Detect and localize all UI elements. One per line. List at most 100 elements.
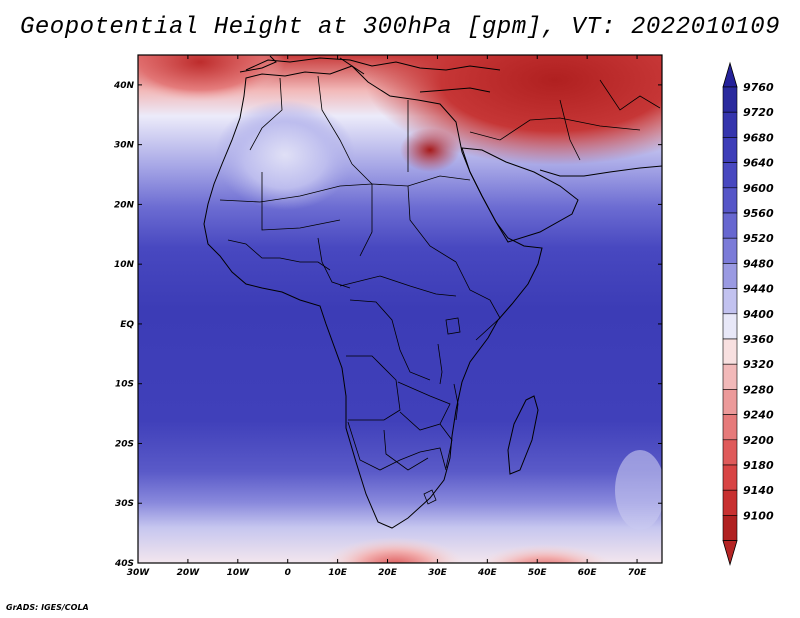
lat-tick-label: 10S (115, 380, 134, 390)
grads-credit: GrADS: IGES/COLA (6, 603, 89, 612)
colorbar-level-label: 9240 (743, 409, 774, 422)
lat-tick-label: 30S (115, 499, 134, 509)
colorbar-swatch (722, 515, 738, 541)
arabia (461, 147, 579, 243)
border-middle-east (469, 117, 641, 141)
border-iran (559, 99, 581, 161)
border-angola (346, 355, 401, 421)
lon-tick-label: 10E (328, 568, 348, 578)
colorbar-swatch (722, 237, 738, 264)
colorbar-swatch (722, 489, 738, 516)
lon-tick-label: 70E (628, 568, 648, 578)
colorbar-level-label: 9440 (743, 283, 774, 296)
colorbar-level-label: 9680 (743, 131, 774, 144)
border-westafrica (227, 239, 331, 271)
colorbar: 9760 9720 9680 9640 9600 9560 9520 9480 9440 9400… (722, 61, 774, 567)
border-algeria-libya (317, 75, 353, 165)
border-zambia (397, 381, 451, 431)
colorbar-swatch (722, 86, 738, 113)
colorbar-swatch (722, 187, 738, 214)
border-sudan (407, 185, 457, 263)
lake-tanganyika (437, 343, 443, 385)
colorbar-top-arrow (722, 61, 738, 88)
south-indian-trough (477, 544, 613, 563)
sahara-ridge (215, 100, 355, 210)
egypt-minimum (400, 128, 460, 172)
lake-malawi (453, 383, 459, 421)
lon-tick-label: 50E (528, 568, 548, 578)
colorbar-swatch (722, 439, 738, 466)
longitude-axis: 30W 20W 10W 0 10E 20E 30E 40E 50E 60E 70E (127, 55, 647, 578)
colorbar-level-label: 9560 (743, 207, 774, 220)
lon-tick-label: 40E (477, 568, 498, 578)
border-maghreb (249, 77, 283, 151)
border-eastafrica (455, 261, 501, 341)
lat-tick-label: 10N (114, 260, 135, 270)
colorbar-level-label: 9480 (743, 257, 774, 270)
border-asia (599, 79, 661, 111)
colorbar-swatch (722, 338, 738, 365)
lon-tick-label: 30W (127, 568, 151, 578)
colorbar-swatch (722, 414, 738, 441)
border-central (339, 275, 457, 297)
lat-tick-label: 30N (114, 141, 135, 151)
colorbar-swatch (722, 263, 738, 289)
africa-coastline (203, 65, 543, 529)
colorbar-level-label: 9400 (743, 308, 774, 321)
lat-tick-label: 20N (114, 200, 135, 210)
lon-tick-label: 0 (285, 568, 291, 578)
colorbar-level-label: 9600 (743, 182, 774, 195)
colorbar-swatch (722, 389, 738, 415)
lon-tick-label: 20E (378, 568, 398, 578)
colorbar-level-label: 9760 (743, 81, 774, 94)
colorbar-level-label: 9720 (743, 106, 774, 119)
iberia (239, 55, 277, 73)
colorbar-level-label: 9140 (743, 484, 774, 497)
gulf-coast (539, 165, 662, 177)
border-mozambique (439, 423, 453, 469)
lat-tick-label: 40S (114, 559, 134, 569)
nw-trough-anomaly (138, 55, 285, 102)
coastlines (203, 55, 662, 529)
colorbar-level-label: 9180 (743, 459, 774, 472)
colorbar-level-label: 9640 (743, 157, 774, 170)
border-nigeria (317, 237, 351, 289)
south-atlantic-trough (325, 537, 465, 563)
border-drc (349, 299, 431, 381)
lon-tick-label: 30E (428, 568, 448, 578)
border-mali-niger (261, 172, 341, 231)
colorbar-swatch (722, 363, 738, 390)
lake-victoria (445, 317, 461, 335)
madagascar (507, 395, 539, 475)
colorbar-level-label: 9200 (743, 434, 774, 447)
latitude-axis: 40N 30N 20N 10N EQ 10S 20S 30S 40S (113, 81, 662, 569)
lat-tick-label: 40N (113, 81, 135, 91)
colorbar-swatch (722, 288, 738, 315)
map-title: Geopotential Height at 300hPa [gpm], VT:… (19, 14, 781, 41)
colorbar-swatch (722, 137, 738, 163)
colorbar-level-label: 9320 (743, 358, 774, 371)
italy (339, 57, 365, 75)
border-botswana (383, 429, 429, 471)
lat-tick-label: 20S (115, 439, 134, 449)
colorbar-swatch (722, 212, 738, 239)
colorbar-level-label: 9520 (743, 232, 774, 245)
colorbar-swatch (722, 313, 738, 340)
colorbar-level-label: 9360 (743, 333, 774, 346)
lesotho (423, 489, 437, 505)
colorbar-level-label: 9280 (743, 383, 774, 396)
borders (219, 75, 661, 505)
lon-tick-label: 20W (177, 568, 201, 578)
turkey-coast (419, 87, 491, 93)
lat-tick-label: EQ (120, 320, 134, 330)
border-sahel (219, 175, 471, 203)
colorbar-swatch (722, 111, 738, 138)
height-field (138, 55, 662, 563)
colorbar-level-label: 9100 (743, 509, 774, 522)
border-southern (347, 421, 447, 471)
border-chad (351, 163, 373, 257)
lon-tick-label: 10W (227, 568, 251, 578)
plot-frame (137, 54, 663, 564)
lon-tick-label: 60E (578, 568, 598, 578)
